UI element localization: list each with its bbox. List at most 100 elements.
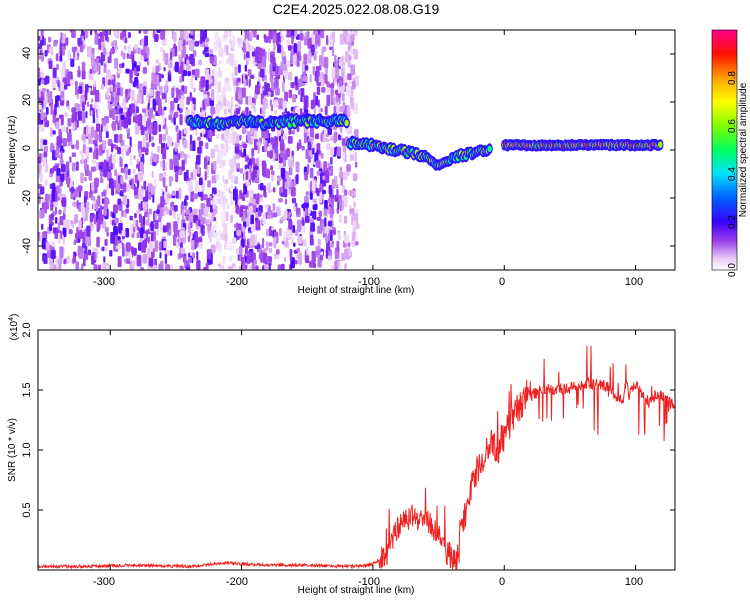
spectrogram-noise-cell <box>67 105 70 110</box>
spectrogram-noise-cell <box>152 194 155 203</box>
spectrogram-noise-cell <box>269 63 274 75</box>
spectrogram-noise-cell <box>120 87 124 97</box>
spectrogram-noise-cell <box>180 230 185 239</box>
spectrogram-noise-cell <box>328 39 334 48</box>
spectrogram-noise-cell <box>117 69 122 74</box>
spectrogram-noise-cell <box>129 179 133 186</box>
spectrogram-noise-cell <box>50 127 53 137</box>
spectrogram-noise-cell <box>133 61 137 68</box>
spectrogram-noise-cell <box>279 139 285 152</box>
spectrogram-noise-cell <box>156 209 160 215</box>
spectrogram-noise-cell <box>316 150 319 161</box>
spectrogram-noise-cell <box>217 69 223 79</box>
spectrogram-noise-cell <box>219 159 224 169</box>
spectrogram-noise-cell <box>346 164 351 172</box>
spectrogram-noise-cell <box>251 147 255 157</box>
spectrogram-noise-cell <box>296 126 300 133</box>
spectrogram-noise-cell <box>98 38 102 50</box>
spectrogram-noise-cell <box>93 264 98 270</box>
spectrogram-noise-cell <box>77 65 80 71</box>
spectrogram-noise-cell <box>44 164 49 173</box>
spectrogram-noise-cell <box>327 255 332 261</box>
spectrogram-noise-cell <box>181 159 185 171</box>
colorbar-gradient <box>711 29 738 271</box>
spectrogram-noise-cell <box>297 78 303 88</box>
spectrogram-noise-cell <box>97 264 102 270</box>
spectrogram-noise-cell <box>50 104 54 116</box>
spectrogram-noise-cell <box>129 253 133 262</box>
spectrogram-noise-cell <box>125 68 130 74</box>
spectrogram-noise-cell <box>318 210 322 218</box>
spectrogram-noise-cell <box>91 166 96 172</box>
spectrogram-noise-cell <box>175 241 179 249</box>
y-tick-label: 20 <box>21 94 33 106</box>
spectrogram-noise-cell <box>151 170 154 178</box>
spectrogram-noise-cell <box>107 139 113 144</box>
spectrogram-noise-cell <box>50 142 54 152</box>
spectrogram-noise-cell <box>51 221 54 226</box>
spectrogram-noise-cell <box>55 121 60 130</box>
spectrogram-noise-cell <box>227 241 232 248</box>
spectrogram-noise-cell <box>180 61 184 72</box>
spectrogram-noise-cell <box>118 223 123 234</box>
spectrogram-noise-cell <box>289 249 293 261</box>
spectrogram-noise-cell <box>195 154 201 165</box>
spectrogram-noise-cell <box>273 99 279 108</box>
spectrogram-noise-cell <box>243 148 247 157</box>
spectrogram-noise-cell <box>300 108 303 118</box>
spectrogram-noise-cell <box>142 66 147 74</box>
spectrogram-noise-cell <box>119 121 122 131</box>
spectrogram-noise-cell <box>329 135 335 142</box>
spectrogram-noise-cell <box>62 60 66 70</box>
spectrogram-noise-cell <box>120 114 125 120</box>
spectrogram-noise-cell <box>108 178 114 189</box>
spectrogram-noise-cell <box>63 220 69 229</box>
spectrogram-noise-cell <box>244 64 248 72</box>
spectrogram-noise-cell <box>48 60 53 70</box>
spectrogram-noise-cell <box>274 77 279 88</box>
spectrogram-noise-cell <box>97 30 100 34</box>
spectrogram-noise-cell <box>224 30 228 39</box>
spectrogram-noise-cell <box>341 55 345 66</box>
spectrogram-noise-cell <box>227 266 233 270</box>
spectrogram-noise-cell <box>128 117 131 126</box>
spectrogram-noise-cell <box>38 35 41 41</box>
spectrogram-noise-cell <box>163 212 167 217</box>
spectrogram-noise-cell <box>320 220 323 231</box>
spectrogram-noise-cell <box>186 216 189 221</box>
spectrogram-noise-cell <box>138 30 142 34</box>
spectrogram-noise-cell <box>81 263 84 270</box>
spectrogram-noise-cell <box>295 161 300 173</box>
spectrogram-noise-cell <box>177 39 183 52</box>
spectrogram-noise-cell <box>294 30 298 37</box>
spectrogram-noise-cell <box>337 146 341 157</box>
spectrogram-noise-cell <box>253 202 257 214</box>
spectrogram-noise-cell <box>320 254 323 261</box>
spectrogram-noise-cell <box>322 175 326 180</box>
spectrogram-noise-cell <box>256 141 261 146</box>
spectrogram-noise-cell <box>94 184 98 194</box>
spectrogram-noise-cell <box>314 51 317 62</box>
spectrogram-noise-cell <box>106 149 110 162</box>
spectrogram-noise-cell <box>259 197 264 203</box>
spectrogram-noise-cell <box>178 187 182 200</box>
spectrogram-noise-cell <box>272 34 277 44</box>
spectrogram-noise-cell <box>344 189 348 196</box>
spectrogram-noise-cell <box>317 30 321 36</box>
spectrogram-noise-cell <box>244 245 248 256</box>
spectrogram-noise-cell <box>95 133 99 142</box>
spectrogram-noise-cell <box>298 139 302 149</box>
spectrogram-noise-cell <box>295 174 299 185</box>
spectrogram-noise-cell <box>274 147 279 154</box>
spectrogram-noise-cell <box>309 167 314 179</box>
spectrogram-noise-cell <box>222 147 227 157</box>
spectrogram-noise-cell <box>239 134 242 141</box>
spectrogram-noise-cell <box>333 132 337 144</box>
spectrogram-noise-cell <box>350 30 353 33</box>
spectrogram-noise-cell <box>158 124 161 132</box>
spectrogram-noise-cell <box>267 214 272 219</box>
spectrogram-noise-cell <box>354 103 358 115</box>
spectrogram-noise-cell <box>280 30 283 37</box>
spectrogram-noise-cell <box>132 247 137 256</box>
spectrogram-marks <box>38 30 664 270</box>
